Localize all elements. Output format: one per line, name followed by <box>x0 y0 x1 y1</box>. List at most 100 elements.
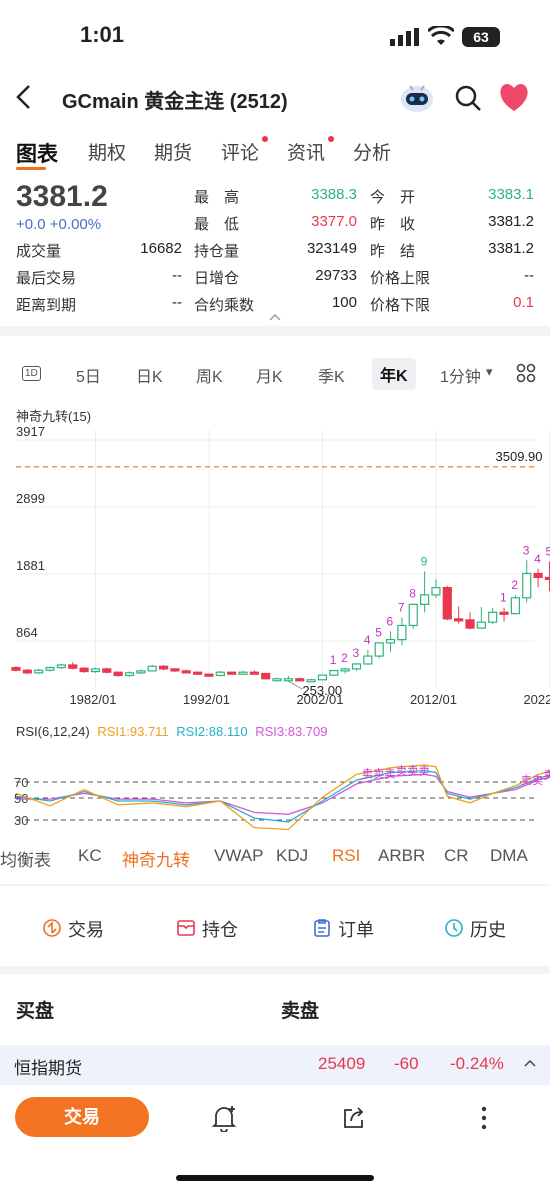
quote-value: 323149 <box>306 240 357 257</box>
tab-0[interactable]: 图表 <box>16 143 58 166</box>
nine-turn-marker: 4 <box>534 552 541 566</box>
quote-value: 3377.0 <box>311 213 357 230</box>
indicator-tab-1[interactable]: KC <box>78 846 102 865</box>
indicator-tab-4[interactable]: KDJ <box>276 846 309 865</box>
tab-2[interactable]: 期货 <box>154 143 193 164</box>
candle-body <box>215 671 225 677</box>
action-2-label[interactable]: 订单 <box>338 920 374 940</box>
tab-1[interactable]: 期权 <box>88 143 127 164</box>
indicator-tab-0[interactable]: 均衡表 <box>0 851 51 870</box>
candle-body <box>181 670 191 674</box>
robot-assistant-icon[interactable] <box>398 80 436 114</box>
nine-turn-marker: 5 <box>375 626 382 640</box>
unread-dot-icon <box>328 136 334 142</box>
order-icon[interactable] <box>312 918 332 938</box>
nine-turn-marker: 1 <box>330 653 337 667</box>
candle-body <box>227 671 237 675</box>
favorite-heart-icon[interactable] <box>498 84 530 112</box>
position-icon[interactable] <box>176 918 196 938</box>
candle <box>533 568 543 588</box>
tab-5[interactable]: 分析 <box>353 143 392 164</box>
back-icon[interactable] <box>14 84 34 110</box>
candle <box>261 672 271 680</box>
candle-body <box>170 668 180 672</box>
candle <box>147 664 157 672</box>
period-tab-7[interactable]: 1分钟 <box>440 369 481 386</box>
trade-icon[interactable] <box>42 918 62 938</box>
quote-label: 最后交易 <box>16 270 77 287</box>
candle-body <box>442 587 452 620</box>
candle <box>90 667 101 673</box>
action-1-label[interactable]: 持仓 <box>202 920 238 940</box>
candle-body <box>533 572 543 578</box>
low-price-label: 253.00 <box>302 683 342 698</box>
rsi-chart[interactable]: 705030卖卖卖卖卖卖卖卖卖卖卖卖 <box>0 740 550 832</box>
rsi-sell-marker: 卖 <box>521 774 532 787</box>
indicator-tab-2[interactable]: 神奇九转 <box>122 851 190 870</box>
tab-4[interactable]: 资讯 <box>287 143 326 164</box>
period-tab-6[interactable]: 年K <box>372 358 416 390</box>
candle <box>113 671 123 677</box>
ticker-change-pct: -0.24% <box>450 1054 504 1073</box>
candle <box>204 673 214 677</box>
nine-turn-marker: 9 <box>421 554 428 568</box>
rsi-sell-marker: 卖 <box>543 768 550 781</box>
candle-body <box>522 572 532 599</box>
rsi-sell-marker: 卖 <box>396 765 407 778</box>
y-tick-label: 3917 <box>16 424 45 439</box>
ticker-bar[interactable] <box>0 1045 550 1085</box>
high-price-label: 3509.90 <box>496 449 543 464</box>
collapse-chevron-icon[interactable] <box>269 313 281 321</box>
period-tab-5[interactable]: 季K <box>318 369 345 386</box>
candle-body <box>22 669 32 674</box>
nine-turn-marker: 2 <box>511 578 518 592</box>
indicator-tab-5[interactable]: RSI <box>332 846 361 865</box>
trade-button[interactable]: 交易 <box>15 1097 149 1137</box>
indicator-tab-3[interactable]: VWAP <box>214 846 264 865</box>
period-tab-0[interactable]: 1D <box>22 366 41 381</box>
indicator-tab-6[interactable]: ARBR <box>378 846 426 865</box>
share-icon[interactable] <box>340 1104 368 1132</box>
candle <box>124 671 135 677</box>
period-tab-2[interactable]: 日K <box>136 369 163 386</box>
ticker-expand-icon[interactable] <box>524 1059 536 1067</box>
candle-body <box>340 668 350 672</box>
candle-body <box>329 669 339 676</box>
tab-3[interactable]: 评论 <box>221 143 260 164</box>
indicator-tab-7[interactable]: CR <box>444 846 469 865</box>
chart-indicator-label: 神奇九转(15) <box>16 409 92 424</box>
candle-body <box>147 665 157 672</box>
quote-label: 日增仓 <box>194 270 240 287</box>
candle <box>102 667 112 674</box>
ticker-change: -60 <box>394 1054 419 1073</box>
candle <box>522 560 532 603</box>
x-tick-label: 1982/01 <box>69 692 116 707</box>
period-tab-1[interactable]: 5日 <box>76 369 101 386</box>
nine-turn-marker: 8 <box>409 587 416 601</box>
period-tab-3[interactable]: 周K <box>196 369 223 386</box>
candle <box>340 667 350 674</box>
action-3-label[interactable]: 历史 <box>470 920 506 940</box>
candle <box>215 670 225 677</box>
history-icon[interactable] <box>444 918 464 938</box>
candle-body <box>306 679 316 683</box>
rsi-level-label: 70 <box>14 775 28 790</box>
candle-body <box>34 669 44 674</box>
grid-layout-icon[interactable] <box>516 363 536 383</box>
indicator-tab-8[interactable]: DMA <box>490 846 528 865</box>
candle-body <box>397 624 407 641</box>
action-0-label[interactable]: 交易 <box>68 920 104 940</box>
period-tab-4[interactable]: 月K <box>256 369 283 386</box>
candle <box>317 674 328 681</box>
ticker-name: 恒指期货 <box>14 1059 82 1078</box>
low-label-leader <box>288 680 303 690</box>
search-icon[interactable] <box>454 84 482 112</box>
add-alert-bell-icon[interactable] <box>210 1104 238 1132</box>
more-options-icon[interactable] <box>478 1104 490 1132</box>
quote-value: 16682 <box>140 240 182 257</box>
candle-body <box>102 668 112 673</box>
candle-body <box>272 678 282 682</box>
candle <box>397 617 407 646</box>
candle <box>329 669 339 677</box>
